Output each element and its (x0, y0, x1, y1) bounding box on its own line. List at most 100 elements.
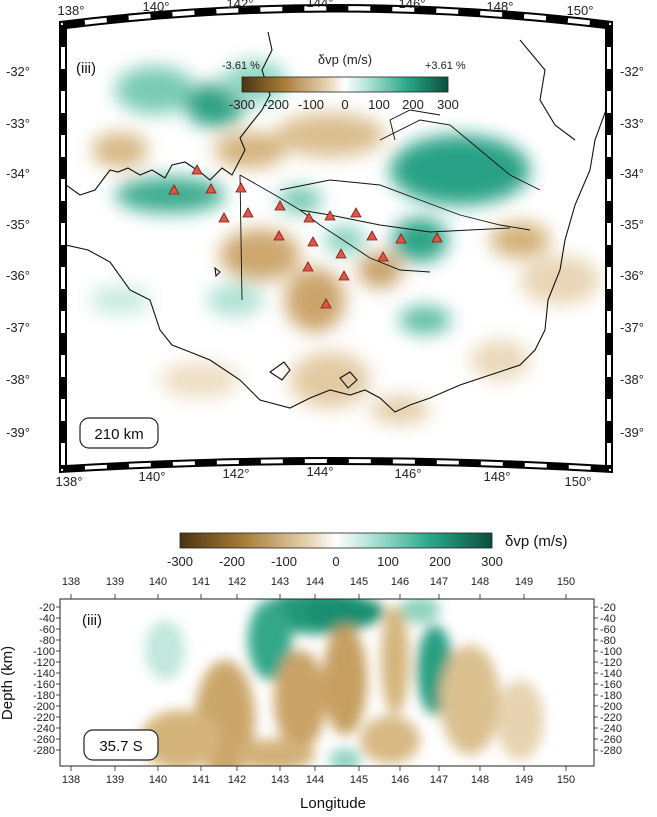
sec-lon-bottom-150: 150 (557, 774, 575, 786)
lon-tick-bottom-144: 144° (307, 464, 334, 479)
depth-left-200: -200 (33, 701, 55, 713)
sec-lon-bottom-145: 145 (350, 774, 368, 786)
lat-tick-right-39: -39° (620, 425, 644, 440)
sec-lon-bottom-146: 146 (391, 774, 409, 786)
sec-lon-top-139: 139 (106, 576, 124, 588)
sec-cbar-tick-2: -100 (271, 554, 297, 569)
section-colorbar: -300 -200 -100 0 100 200 300 δvp (m/s) (167, 532, 568, 569)
map-depth-box: 210 km (79, 417, 159, 449)
lat-tick-left-34: -34° (6, 166, 30, 181)
section-field (60, 599, 594, 766)
depth-left-240: -240 (33, 723, 55, 735)
lon-tick-top-144: 144° (307, 0, 334, 10)
sec-cbar-tick-6: 300 (481, 554, 503, 569)
lat-tick-right-37: -37° (620, 320, 644, 335)
sec-lon-bottom-139: 139 (106, 774, 124, 786)
lat-tick-left-36: -36° (6, 268, 30, 283)
depth-right-200: -200 (600, 701, 622, 713)
depth-right-280: -280 (600, 745, 622, 757)
sec-lon-top-142: 142 (228, 576, 246, 588)
map-cbar-tick-3: 0 (341, 97, 348, 112)
section-panel-label: (iii) (82, 612, 102, 629)
station-marker (242, 207, 254, 218)
depth-right-120: -120 (600, 657, 622, 669)
map-frame (59, 4, 613, 474)
sec-cbar-tick-3: 0 (332, 554, 339, 569)
depth-right-180: -180 (600, 690, 622, 702)
depth-left-60: -60 (39, 624, 55, 636)
lon-tick-top-140: 140° (143, 0, 170, 14)
sec-lon-top-143: 143 (271, 576, 289, 588)
depth-right-260: -260 (600, 734, 622, 746)
lat-tick-right-36: -36° (620, 268, 644, 283)
sec-lon-top-138: 138 (62, 576, 80, 588)
lat-tick-left-32: -32° (6, 64, 30, 79)
sec-colorbar-title: δvp (m/s) (505, 533, 568, 550)
depth-right-20: -20 (600, 602, 616, 614)
station-marker (338, 270, 350, 281)
lat-ticks-right: -32° -33° -34° -35° -36° -37° -38° -39° (620, 64, 644, 440)
station-marker (235, 182, 247, 193)
map-depth-label: 210 km (94, 426, 143, 443)
lat-ticks-left: -32° -33° -34° -35° -36° -37° -38° -39° (6, 64, 30, 440)
sec-lon-top-141: 141 (192, 576, 210, 588)
station-marker (350, 207, 362, 218)
depth-left-100: -100 (33, 646, 55, 658)
depth-left-220: -220 (33, 712, 55, 724)
sec-lon-bottom-141: 141 (192, 774, 210, 786)
lon-tick-bottom-138: 138° (56, 474, 83, 489)
lon-tick-top-138: 138° (58, 3, 85, 18)
station-marker (307, 236, 319, 247)
stations (168, 164, 443, 309)
lon-tick-bottom-140: 140° (139, 469, 166, 484)
depth-left-80: -80 (39, 635, 55, 647)
section-tick-marks (56, 594, 598, 771)
sec-lon-bottom-142: 142 (228, 774, 246, 786)
station-marker (377, 251, 389, 262)
sec-lon-top-147: 147 (430, 576, 448, 588)
lat-tick-left-37: -37° (6, 320, 30, 335)
station-marker (191, 164, 203, 175)
depth-right-240: -240 (600, 723, 622, 735)
lat-tick-right-32: -32° (620, 64, 644, 79)
depth-right-160: -160 (600, 679, 622, 691)
station-marker (366, 230, 378, 241)
map-cbar-tick-1: -200 (263, 97, 289, 112)
depth-right-40: -40 (600, 613, 616, 625)
velocity-field (66, 11, 606, 466)
section-ylabel: Depth (km) (0, 646, 16, 720)
section-xlabel: Longitude (300, 795, 366, 812)
lat-tick-left-38: -38° (6, 372, 30, 387)
station-marker (303, 212, 315, 223)
station-marker (324, 210, 336, 221)
sec-cbar-tick-0: -300 (167, 554, 193, 569)
map-cbar-tick-6: 300 (437, 97, 459, 112)
sec-lon-top-144: 144 (306, 576, 324, 588)
station-marker (431, 232, 443, 243)
lon-tick-bottom-146: 146° (395, 466, 422, 481)
map-cbar-tick-2: -100 (298, 97, 324, 112)
station-marker (274, 200, 286, 211)
station-marker (168, 184, 180, 195)
map-panel-label: (iii) (76, 60, 96, 77)
map-cbar-tick-5: 200 (402, 97, 424, 112)
sec-lon-top-146: 146 (391, 576, 409, 588)
map-colorbar: δvp (m/s) -3.61 % +3.61 % -300 -200 -100… (222, 52, 466, 112)
section-slice-box: 35.7 S (83, 729, 159, 761)
depth-right-100: -100 (600, 646, 622, 658)
station-marker (320, 298, 332, 309)
lon-tick-top-150: 150° (567, 3, 594, 18)
section-depth-ticks-right: -20 -40 -60 -80 -100 -120 -140 -160 -180… (600, 602, 622, 757)
depth-left-20: -20 (39, 602, 55, 614)
lon-tick-top-148: 148° (487, 0, 514, 14)
sec-lon-top-149: 149 (515, 576, 533, 588)
lon-ticks-top: 138° 140° 142° 144° 146° 148° 150° (58, 0, 594, 18)
depth-right-60: -60 (600, 624, 616, 636)
lat-tick-right-35: -35° (620, 217, 644, 232)
lat-tick-left-39: -39° (6, 425, 30, 440)
station-marker (395, 233, 407, 244)
sec-lon-top-148: 148 (471, 576, 489, 588)
sec-lon-bottom-144: 144 (306, 774, 324, 786)
station-marker (273, 230, 285, 241)
